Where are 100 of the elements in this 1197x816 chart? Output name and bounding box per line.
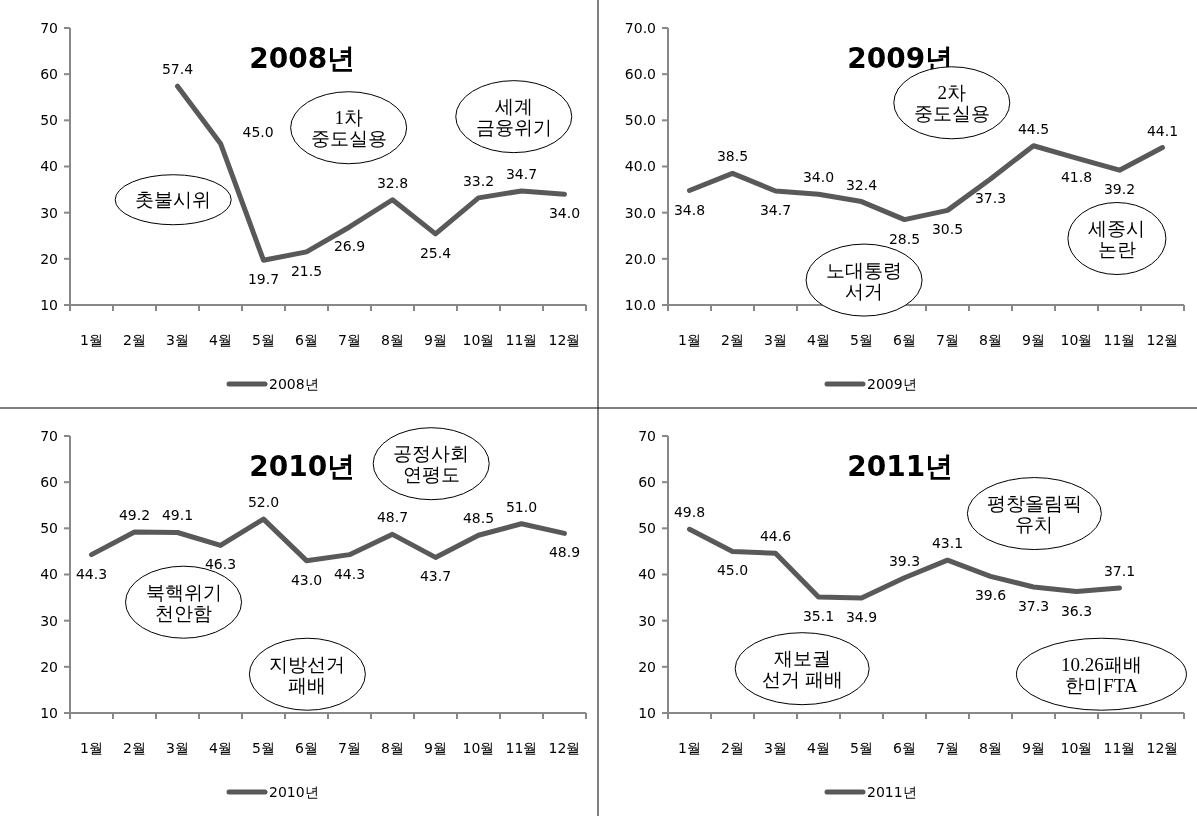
annotation: 1차 중도실용 xyxy=(310,107,387,150)
data-label: 34.0 xyxy=(548,205,581,222)
x-tick-label: 4월 xyxy=(209,740,232,756)
x-tick-label: 8월 xyxy=(979,332,1002,348)
x-tick-label: 5월 xyxy=(252,740,275,756)
x-tick-label: 10월 xyxy=(462,740,495,756)
annotation: 2차 중도실용 xyxy=(913,82,990,125)
x-tick-label: 10월 xyxy=(1060,332,1093,348)
data-label: 57.4 xyxy=(161,61,194,78)
x-tick-label: 9월 xyxy=(1022,332,1045,348)
y-tick-label: 20 xyxy=(638,658,656,675)
x-tick-label: 9월 xyxy=(424,740,447,756)
data-label: 45.0 xyxy=(242,124,274,141)
data-label: 34.9 xyxy=(845,609,878,626)
y-tick-label: 30 xyxy=(40,612,58,629)
x-tick-label: 9월 xyxy=(1022,740,1045,756)
x-tick-label: 10월 xyxy=(1060,740,1093,756)
annotation: 촛불시위 xyxy=(135,189,212,211)
data-label: 45.0 xyxy=(716,562,749,579)
data-label: 34.0 xyxy=(802,169,835,186)
legend-label: 2011년 xyxy=(867,784,917,800)
y-tick-label: 70 xyxy=(40,19,58,36)
data-label: 39.6 xyxy=(974,587,1007,604)
legend-label: 2008년 xyxy=(269,376,319,392)
data-label: 44.1 xyxy=(1146,122,1179,139)
x-tick-label: 6월 xyxy=(295,332,318,348)
x-tick-label: 5월 xyxy=(850,740,873,756)
x-tick-label: 1월 xyxy=(80,740,103,756)
x-tick-label: 4월 xyxy=(807,740,830,756)
text: 2008년 xyxy=(249,42,356,75)
x-tick-label: 11월 xyxy=(1103,332,1136,348)
data-label: 39.2 xyxy=(1103,181,1136,198)
y-tick-label: 50 xyxy=(40,112,58,129)
x-tick-label: 1월 xyxy=(678,332,701,348)
x-tick-label: 7월 xyxy=(936,332,959,348)
data-label: 44.3 xyxy=(333,565,366,582)
legend-label: 2010년 xyxy=(269,784,319,800)
data-label: 49.2 xyxy=(118,507,151,524)
y-tick-label: 70 xyxy=(40,427,58,444)
x-tick-label: 11월 xyxy=(505,332,538,348)
data-label: 52.0 xyxy=(247,494,280,511)
y-tick-label: 40 xyxy=(40,566,58,583)
y-tick-label: 20 xyxy=(40,250,58,267)
y-tick-label: 30 xyxy=(638,612,656,629)
x-tick-label: 12월 xyxy=(548,332,581,348)
data-label: 34.7 xyxy=(759,201,792,218)
x-tick-label: 8월 xyxy=(381,332,404,348)
data-label: 33.2 xyxy=(462,172,495,189)
data-label: 48.7 xyxy=(376,509,409,526)
data-label: 48.5 xyxy=(462,510,495,527)
y-tick-label: 30.0 xyxy=(624,204,656,221)
data-label: 32.4 xyxy=(845,176,878,193)
x-tick-label: 8월 xyxy=(979,740,1002,756)
y-tick-label: 10 xyxy=(40,704,58,721)
x-tick-label: 2월 xyxy=(721,740,744,756)
text: 2010년 xyxy=(249,450,356,483)
x-tick-label: 6월 xyxy=(893,332,916,348)
annotation: 10.26패배 한미FTA xyxy=(1061,653,1142,696)
x-tick-label: 5월 xyxy=(850,332,873,348)
y-tick-label: 40 xyxy=(40,158,58,175)
x-tick-label: 9월 xyxy=(424,332,447,348)
x-tick-label: 3월 xyxy=(166,332,189,348)
x-tick-label: 11월 xyxy=(505,740,538,756)
data-label: 43.7 xyxy=(419,568,452,585)
y-tick-label: 60 xyxy=(40,474,58,491)
data-label: 46.3 xyxy=(204,556,237,573)
data-label: 44.3 xyxy=(75,565,108,582)
x-tick-label: 7월 xyxy=(936,740,959,756)
annotation: 북핵위기 천안함 xyxy=(145,581,222,624)
y-tick-label: 30 xyxy=(40,204,58,221)
x-tick-label: 7월 xyxy=(338,332,361,348)
annotation: 평창올림픽 유치 xyxy=(986,493,1082,536)
x-tick-label: 2월 xyxy=(123,740,146,756)
y-tick-label: 60.0 xyxy=(624,66,656,83)
x-tick-label: 12월 xyxy=(1146,740,1179,756)
data-label: 34.7 xyxy=(505,165,538,182)
y-tick-label: 10.0 xyxy=(624,296,656,313)
data-label: 49.1 xyxy=(161,507,194,524)
x-tick-label: 2월 xyxy=(123,332,146,348)
data-label: 26.9 xyxy=(333,237,366,254)
x-tick-label: 4월 xyxy=(209,332,232,348)
y-tick-label: 40.0 xyxy=(624,158,656,175)
x-tick-label: 3월 xyxy=(166,740,189,756)
y-tick-label: 50 xyxy=(638,520,656,537)
data-label: 25.4 xyxy=(419,244,452,261)
data-label: 43.0 xyxy=(290,571,323,588)
annotation: 재보궐 선거 패배 xyxy=(761,648,843,691)
x-tick-label: 6월 xyxy=(893,740,916,756)
data-label: 21.5 xyxy=(290,262,323,279)
data-label: 48.9 xyxy=(548,544,581,561)
text: 2011년 xyxy=(847,450,954,483)
data-label: 51.0 xyxy=(505,498,538,515)
x-tick-label: 2월 xyxy=(721,332,744,348)
x-tick-label: 12월 xyxy=(548,740,581,756)
y-tick-label: 20.0 xyxy=(624,250,656,267)
legend-label: 2009년 xyxy=(867,376,917,392)
data-label: 38.5 xyxy=(716,148,749,165)
x-tick-label: 1월 xyxy=(678,740,701,756)
x-tick-label: 7월 xyxy=(338,740,361,756)
x-tick-label: 11월 xyxy=(1103,740,1136,756)
